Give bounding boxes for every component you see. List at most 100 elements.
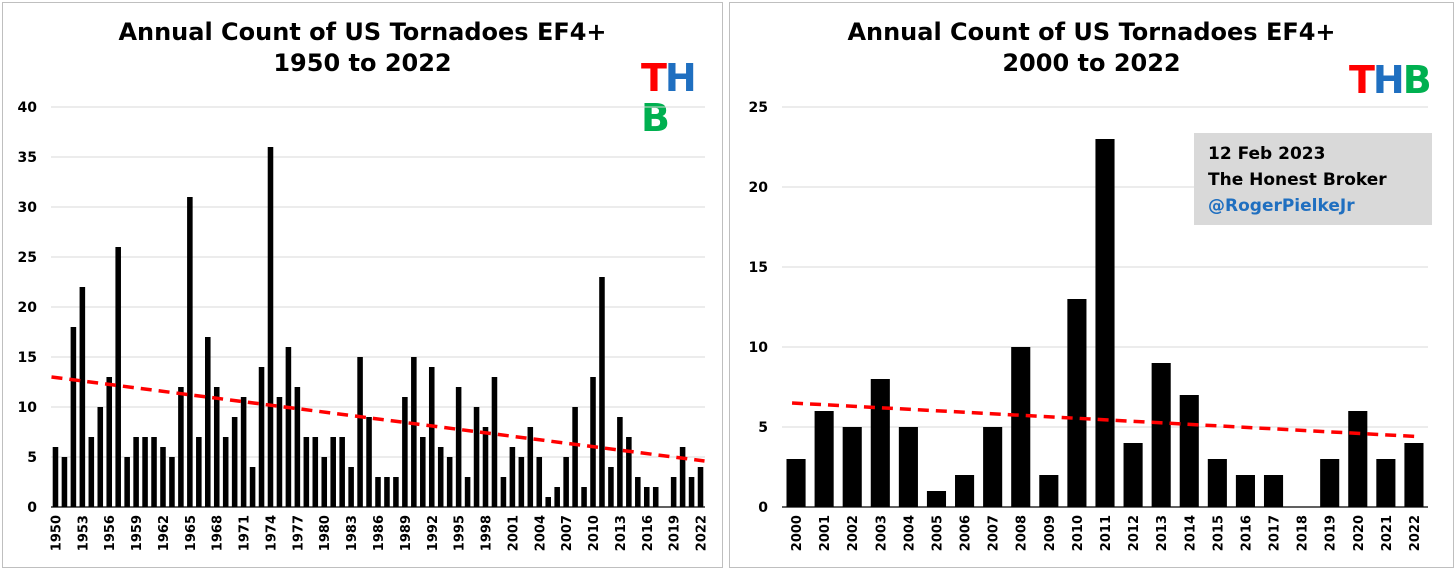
bar-1953 <box>79 287 86 507</box>
chart-panel-left: Annual Count of US Tornadoes EF4+ 1950 t… <box>2 2 723 568</box>
bar-2015 <box>1207 459 1227 507</box>
x-tick-label: 2004 <box>533 515 548 551</box>
bar-1955 <box>97 407 104 507</box>
bar-1965 <box>187 197 193 507</box>
x-tick-label: 1950 <box>49 515 64 551</box>
bar-1992 <box>428 367 435 507</box>
x-tick-label: 1980 <box>318 515 333 551</box>
x-tick-label: 2012 <box>1127 515 1142 551</box>
x-tick-label: 2020 <box>1352 515 1367 551</box>
y-tick-label: 0 <box>758 500 768 516</box>
bar-2020 <box>679 447 686 507</box>
bar-1984 <box>357 357 363 507</box>
x-tick-label: 2013 <box>614 515 629 551</box>
bar-2013 <box>1151 363 1171 507</box>
bar-1977 <box>294 387 301 507</box>
bar-2003 <box>870 379 890 507</box>
bar-2002 <box>518 457 525 507</box>
x-tick-label: 2021 <box>1380 515 1395 551</box>
chart-title-right: Annual Count of US Tornadoes EF4+ 2000 t… <box>730 17 1453 79</box>
bar-2001 <box>509 447 516 507</box>
bar-1978 <box>303 437 310 507</box>
annotation-handle: @RogerPielkeJr <box>1208 196 1355 216</box>
y-tick-label: 40 <box>18 100 38 116</box>
bar-2017 <box>652 487 659 507</box>
bar-2016 <box>1235 475 1255 507</box>
x-tick-label: 2022 <box>695 515 710 551</box>
x-tick-label: 1971 <box>238 515 253 551</box>
annotation-box: 12 Feb 2023 The Honest Broker @RogerPiel… <box>1194 133 1432 225</box>
annotation-date: 12 Feb 2023 <box>1208 144 1326 164</box>
x-tick-label: 2017 <box>1268 515 1283 551</box>
x-tick-label: 2002 <box>846 515 861 551</box>
bar-1952 <box>70 327 77 507</box>
bar-1958 <box>124 457 130 507</box>
x-tick-label: 1983 <box>345 515 360 551</box>
bar-2005 <box>926 491 947 507</box>
x-tick-label: 2010 <box>587 515 602 551</box>
x-tick-label: 1986 <box>372 515 387 551</box>
bar-1959 <box>133 437 139 507</box>
bar-1960 <box>142 437 148 507</box>
x-tick-label: 1953 <box>76 515 91 551</box>
bar-1954 <box>88 437 95 507</box>
bar-1966 <box>196 437 202 507</box>
bar-1972 <box>249 467 256 507</box>
bar-1986 <box>375 477 381 507</box>
trend-line <box>791 401 1419 439</box>
bar-1973 <box>258 367 265 507</box>
chart-subtitle-line: 2000 to 2022 <box>1002 49 1181 77</box>
x-tick-label: 2014 <box>1183 515 1198 551</box>
bar-2000 <box>500 477 507 507</box>
bar-1956 <box>106 377 113 507</box>
bar-1994 <box>446 457 453 507</box>
y-tick-label: 15 <box>749 260 768 276</box>
x-tick-label: 2008 <box>1015 515 1030 551</box>
chart-title-left: Annual Count of US Tornadoes EF4+ 1950 t… <box>3 17 722 79</box>
y-tick-label: 20 <box>18 300 38 316</box>
bar-2013 <box>617 417 623 507</box>
bar-2012 <box>1123 443 1143 507</box>
bar-2008 <box>572 407 578 507</box>
bar-1998 <box>482 427 489 507</box>
x-tick-label: 2015 <box>1211 515 1226 551</box>
bar-1983 <box>348 467 354 507</box>
bar-2005 <box>545 497 551 507</box>
bar-2000 <box>786 459 806 507</box>
x-tick-label: 2010 <box>1071 515 1086 551</box>
x-tick-label: 2009 <box>1043 515 1058 551</box>
y-tick-label: 5 <box>27 450 37 466</box>
bar-2016 <box>643 487 650 507</box>
bar-1981 <box>330 437 336 507</box>
thb-logo-left: THB <box>639 58 722 138</box>
x-tick-label: 1998 <box>480 515 495 551</box>
bar-1964 <box>178 387 184 507</box>
thb-logo-right: THB <box>1347 60 1432 100</box>
bar-1996 <box>464 477 471 507</box>
x-tick-label: 2019 <box>668 515 683 551</box>
bar-2010 <box>590 377 596 507</box>
bar-2006 <box>554 487 560 507</box>
bar-1961 <box>151 437 157 507</box>
x-tick-label: 2000 <box>790 515 805 551</box>
y-tick-label: 5 <box>758 420 768 436</box>
chart-title-line: Annual Count of US Tornadoes EF4+ <box>847 18 1336 46</box>
logo-letter-t: T <box>1349 58 1375 102</box>
x-tick-label: 1965 <box>184 515 199 551</box>
bar-2006 <box>955 475 975 507</box>
bar-1968 <box>213 387 220 507</box>
x-tick-label: 1992 <box>426 515 441 551</box>
bar-2021 <box>688 477 695 507</box>
x-tick-label: 2011 <box>1099 515 1114 551</box>
bar-1957 <box>115 247 121 507</box>
x-tick-label: 2005 <box>930 515 945 551</box>
bar-2004 <box>898 427 918 507</box>
bar-2007 <box>983 427 1003 507</box>
bar-1970 <box>231 417 238 507</box>
bar-1995 <box>455 387 462 507</box>
bar-2015 <box>635 477 641 507</box>
bar-1989 <box>402 397 408 507</box>
x-tick-label: 2007 <box>560 515 575 551</box>
y-tick-label: 25 <box>749 100 768 116</box>
bar-2014 <box>1179 395 1199 507</box>
